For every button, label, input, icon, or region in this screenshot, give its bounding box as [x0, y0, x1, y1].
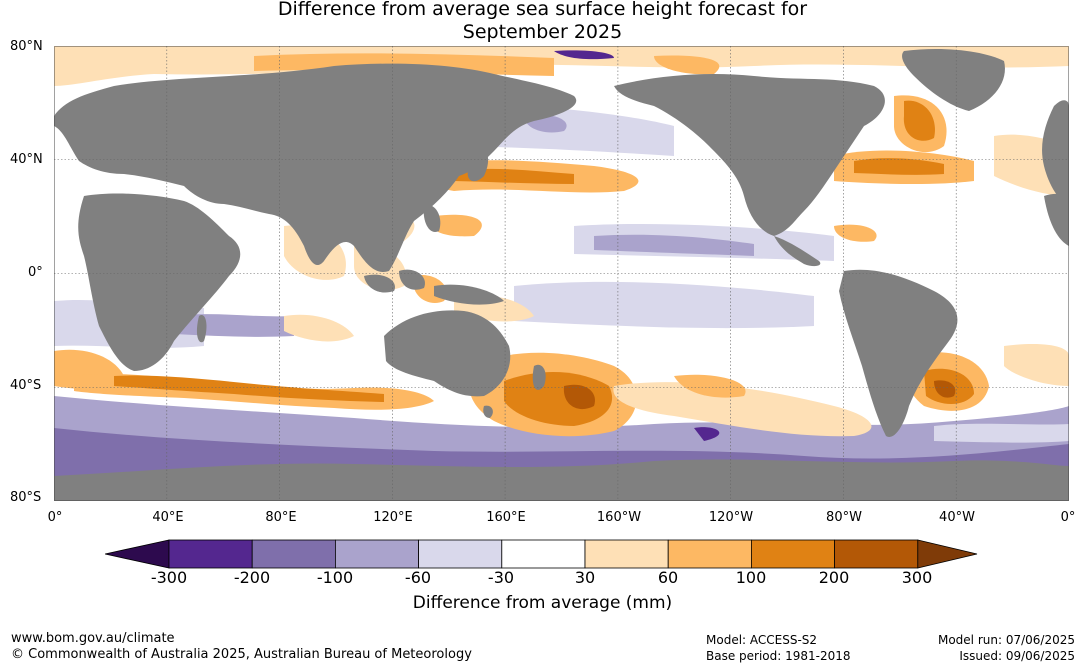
- colorbar-tick: -30: [487, 568, 515, 587]
- land-masses: [54, 49, 1069, 501]
- chart-title-line1: Difference from average sea surface heig…: [277, 0, 808, 20]
- footer-model: Model: ACCESS-S2: [706, 633, 818, 647]
- lat-label-40s: 40°S: [10, 378, 42, 393]
- colorbar-swatch-4: [418, 539, 503, 569]
- lon-label-80w: 80°W: [826, 510, 862, 525]
- colorbar-extend-high: [917, 539, 978, 569]
- colorbar-swatch-9: [834, 539, 919, 569]
- colorbar-swatch-7: [667, 539, 752, 569]
- footer-url[interactable]: www.bom.gov.au/climate: [11, 631, 175, 646]
- lat-label-80s: 80°S: [10, 490, 42, 505]
- lon-label-120e: 120°E: [373, 510, 413, 525]
- lon-label-40w: 40°W: [939, 510, 975, 525]
- lon-label-0-left: 0°: [47, 510, 63, 525]
- map-border: [54, 46, 1069, 501]
- colorbar-tick: 60: [657, 568, 679, 587]
- lon-label-160e: 160°E: [486, 510, 526, 525]
- lat-label-40n: 40°N: [10, 152, 43, 167]
- footer-model-run: Model run: 07/06/2025: [937, 633, 1075, 647]
- colorbar-swatch-6: [584, 539, 669, 569]
- lon-label-0-right: 0°: [1060, 510, 1076, 525]
- colorbar-swatch-3: [334, 539, 419, 569]
- colorbar-tick: 30: [574, 568, 596, 587]
- colorbar-tick: -300: [150, 568, 188, 587]
- colorbar-tick: 200: [818, 568, 850, 587]
- lon-label-160w: 160°W: [596, 510, 642, 525]
- colorbar-tick: 100: [735, 568, 767, 587]
- lon-label-40e: 40°E: [152, 510, 184, 525]
- colorbar-tick: -100: [316, 568, 354, 587]
- colorbar: [105, 539, 978, 569]
- colorbar-label: Difference from average (mm): [412, 593, 673, 613]
- colorbar-tick: -60: [404, 568, 432, 587]
- colorbar-swatch-5: [501, 539, 586, 569]
- colorbar-tick: -200: [233, 568, 271, 587]
- colorbar-swatch-1: [168, 539, 253, 569]
- lat-label-0: 0°: [28, 265, 43, 280]
- chart-title-line2: September 2025: [462, 21, 623, 43]
- footer-copyright: © Commonwealth of Australia 2025, Austra…: [11, 647, 472, 662]
- colorbar-tick: 300: [901, 568, 933, 587]
- lon-label-120w: 120°W: [708, 510, 754, 525]
- footer-issued: Issued: 09/06/2025: [959, 649, 1075, 663]
- graticule: [54, 46, 1069, 501]
- colorbar-extend-low: [105, 539, 170, 569]
- lat-label-80n: 80°N: [10, 39, 43, 54]
- lon-label-80e: 80°E: [265, 510, 297, 525]
- sea-height-map: [54, 46, 1069, 501]
- footer-base-period: Base period: 1981-2018: [706, 649, 851, 663]
- colorbar-swatch-2: [251, 539, 336, 569]
- colorbar-swatch-8: [751, 539, 836, 569]
